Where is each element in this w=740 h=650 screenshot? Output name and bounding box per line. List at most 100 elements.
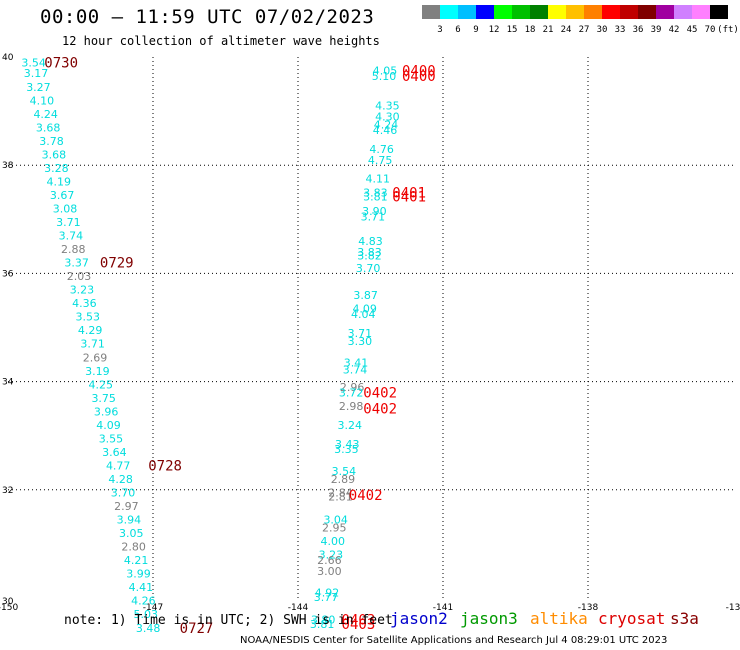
wave-height-label: 3.68 <box>36 121 61 134</box>
wave-height-label: 2.80 <box>121 541 146 554</box>
wave-height-label: 3.67 <box>50 189 75 202</box>
color-scale-label: 15 <box>506 25 518 35</box>
pass-time-label: 0400 <box>402 64 436 80</box>
wave-height-label: 3.64 <box>102 446 127 459</box>
wave-height-label: 4.09 <box>96 419 121 432</box>
color-scale-label: 12 <box>488 25 500 35</box>
color-swatch <box>512 5 530 19</box>
pass-time-label: 0401 <box>392 185 426 201</box>
legend-entry-s3a: s3a <box>670 609 699 628</box>
wave-height-label: 4.19 <box>47 175 72 188</box>
wave-height-label: 3.99 <box>126 568 151 581</box>
color-scale-label: 36 <box>632 25 644 35</box>
wave-height-label: 2.84 <box>328 487 353 500</box>
wave-height-label: 3.08 <box>53 202 78 215</box>
wave-height-label: 2.81 <box>328 490 353 503</box>
pass-time-label: 0729 <box>100 256 134 272</box>
x-tick-label: -13 <box>726 603 740 613</box>
wave-height-label: 3.83 <box>357 246 382 259</box>
wave-height-label: 4.35 <box>375 100 400 113</box>
wave-height-label: 3.75 <box>91 392 116 405</box>
wave-height-label: 3.28 <box>44 162 69 175</box>
legend-entry-altika: altika <box>530 609 588 628</box>
wave-height-label: 4.11 <box>366 173 391 186</box>
wave-height-label: 3.82 <box>357 250 382 263</box>
color-scale-label: 21 <box>542 25 554 35</box>
x-tick-label: -150 <box>0 603 18 613</box>
wave-height-label: 4.26 <box>131 595 156 608</box>
wave-height-label: 3.35 <box>334 443 359 456</box>
pass-time-label: 0403 <box>342 617 376 633</box>
wave-height-label: 3.23 <box>70 284 95 297</box>
wave-height-label: 4.83 <box>358 235 383 248</box>
x-tick-label: -144 <box>288 603 309 613</box>
wave-height-label: 4.30 <box>375 111 400 124</box>
wave-height-label: 3.77 <box>314 591 339 604</box>
wave-height-label: 4.77 <box>106 459 131 472</box>
wave-height-label: 5.03 <box>134 608 159 621</box>
color-swatch <box>458 5 476 19</box>
chart-title: 00:00 — 11:59 UTC 07/02/2023 <box>40 6 375 28</box>
color-scale-label: 70 <box>704 25 716 35</box>
wave-height-label: 3.55 <box>99 432 124 445</box>
wave-height-label: 4.41 <box>129 581 154 594</box>
color-scale-label: 33 <box>614 25 626 35</box>
x-tick-label: -138 <box>578 603 599 613</box>
y-tick-label: 40 <box>2 53 14 63</box>
color-swatch <box>584 5 602 19</box>
wave-height-label: 3.72 <box>339 386 364 399</box>
wave-height-label: 3.71 <box>361 211 386 224</box>
wave-height-label: 3.23 <box>319 549 344 562</box>
wave-height-label: 4.29 <box>78 324 103 337</box>
wave-height-label: 2.95 <box>322 522 347 535</box>
color-scale-label: 24 <box>560 25 572 35</box>
color-swatch <box>476 5 494 19</box>
credit-line: NOAA/NESDIS Center for Satellite Applica… <box>240 635 668 646</box>
pass-time-label: 0402 <box>349 488 383 504</box>
wave-height-label: 3.37 <box>64 257 89 270</box>
color-swatch <box>530 5 548 19</box>
y-tick-label: 32 <box>2 486 13 496</box>
wave-height-label: 3.54 <box>21 56 46 69</box>
wave-height-label: 2.97 <box>114 500 139 513</box>
legend-entry-jason2: jason2 <box>390 609 448 628</box>
wave-height-label: 4.75 <box>368 154 393 167</box>
wave-height-label: 4.04 <box>351 308 376 321</box>
wave-height-label: 2.89 <box>331 473 356 486</box>
wave-height-label: 3.27 <box>26 81 51 94</box>
wave-height-label: 3.04 <box>323 514 348 527</box>
wave-height-label: 3.80 <box>311 614 336 627</box>
color-swatch <box>692 5 710 19</box>
wave-height-label: 4.28 <box>108 473 133 486</box>
pass-time-label: 0401 <box>392 190 426 206</box>
color-scale-label: 6 <box>455 25 461 35</box>
wave-height-label: 2.98 <box>339 400 364 413</box>
wave-height-label: 3.71 <box>348 327 373 340</box>
color-swatch <box>638 5 656 19</box>
wave-height-label: 2.03 <box>67 270 92 283</box>
color-swatch <box>620 5 638 19</box>
wave-height-label: 3.81 <box>310 618 335 631</box>
wave-height-label: 3.87 <box>353 289 378 302</box>
wave-height-label: 3.71 <box>80 338 105 351</box>
wave-height-label: 4.24 <box>374 119 399 132</box>
wave-height-label: 4.00 <box>321 535 346 548</box>
wave-height-label: 3.17 <box>24 67 49 80</box>
wave-height-label: 4.24 <box>33 108 58 121</box>
wave-height-label: 2.88 <box>61 243 86 256</box>
wave-height-label: 3.70 <box>111 487 136 500</box>
color-swatch <box>440 5 458 19</box>
axis-tick-labels: -150 -147 -144 -141 -138 -13 30 32 34 36 38 40 <box>0 53 740 613</box>
x-tick-label: -147 <box>143 603 163 613</box>
wave-height-label: 3.90 <box>362 205 387 218</box>
wave-height-label: 3.74 <box>343 364 368 377</box>
color-scale-label: 18 <box>524 25 536 35</box>
color-swatch <box>548 5 566 19</box>
y-tick-label: 30 <box>2 597 14 607</box>
y-tick-label: 36 <box>2 269 14 279</box>
wave-height-label: 4.46 <box>373 124 398 137</box>
color-scale-label: 3 <box>437 25 443 35</box>
wave-height-label: 3.30 <box>348 335 373 348</box>
pass-time-label: 0402 <box>363 402 397 418</box>
x-tick-label: -141 <box>433 603 453 613</box>
